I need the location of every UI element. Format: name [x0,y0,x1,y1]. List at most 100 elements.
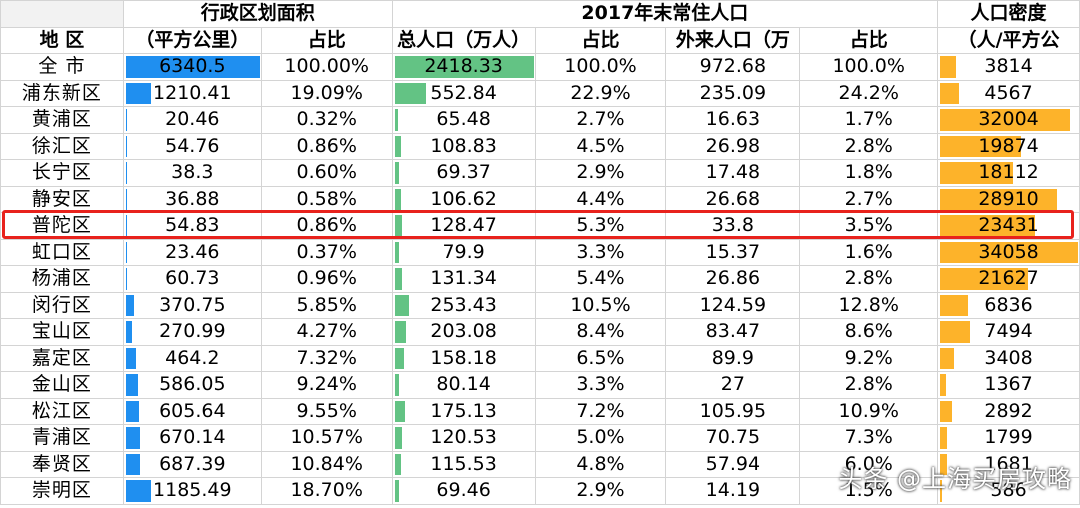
area-data-bar [125,162,127,184]
header-density-group: 人口密度 [937,0,1080,28]
migrant-share: 1.8% [844,161,893,184]
area-value-cell: 586.05 [122,371,262,399]
pop-data-bar [394,427,402,449]
pop-value-cell: 65.48 [391,106,536,134]
header-area-unit: （平方公里） [122,26,262,54]
dens-data-bar [940,215,1036,237]
density-value-cell: 7494 [937,318,1080,346]
area-share-cell: 5.85% [260,291,393,319]
density-value: 28910 [978,187,1039,210]
pop-value: 253.43 [430,293,497,316]
pop-share: 3.3% [576,240,625,263]
area-data-bar [125,109,127,131]
migrant-share-cell: 1.7% [799,106,939,134]
pop-value: 552.84 [430,81,497,104]
pop-share-cell: 6.5% [534,344,667,372]
pop-share: 8.4% [576,320,625,343]
density-value: 6836 [984,293,1033,316]
migrant-value-cell: 16.63 [665,106,801,134]
area-share-cell: 9.24% [260,371,393,399]
district-name-cell: 静安区 [0,185,124,213]
area-value-cell: 670.14 [122,424,262,452]
pop-share-cell: 4.5% [534,132,667,160]
district-name: 浦东新区 [21,81,102,104]
area-share: 19.09% [290,81,363,104]
district-name-cell: 嘉定区 [0,344,124,372]
district-name-cell: 崇明区 [0,477,124,505]
pop-share: 4.5% [576,134,625,157]
dens-data-bar [940,374,946,396]
district-name-cell: 长宁区 [0,159,124,187]
migrant-share: 2.7% [844,187,893,210]
pop-share-cell: 3.3% [534,238,667,266]
density-value-cell: 19874 [937,132,1080,160]
area-data-bar [125,188,127,210]
header-migrant-share: 占比 [799,26,939,54]
pop-value: 69.46 [436,479,491,502]
dens-data-bar [940,480,943,502]
pop-share: 22.9% [570,81,631,104]
pop-value: 120.53 [430,426,497,449]
migrant-share-cell: 100.0% [799,53,939,81]
migrant-share-cell: 1.8% [799,159,939,187]
pop-share-cell: 5.4% [534,265,667,293]
migrant-value-cell: 70.75 [665,424,801,452]
pop-share-cell: 22.9% [534,79,667,107]
district-name: 嘉定区 [31,346,92,369]
area-data-bar [125,241,127,263]
pop-share: 4.4% [576,187,625,210]
area-value-cell: 20.46 [122,106,262,134]
migrant-value-cell: 15.37 [665,238,801,266]
pop-share-cell: 5.3% [534,212,667,240]
table-row: 崇明区 1185.49 18.70% 69.46 2.9% 14.19 1.5% 586 [0,477,1080,505]
watermark-text: 头条 @上海买房攻略 [838,465,1072,493]
density-value-cell: 18112 [937,159,1080,187]
table-row: 宝山区 270.99 4.27% 203.08 8.4% 83.47 8.6% 7494 [0,318,1080,346]
table-row: 静安区 36.88 0.58% 106.62 4.4% 26.68 2.7% 28910 [0,185,1080,213]
pop-share: 2.9% [576,479,625,502]
area-data-bar [125,215,128,237]
area-share-cell: 9.55% [260,397,393,425]
area-data-bar [125,135,128,157]
header-row-1: 行政区划面积 2017年末常住人口 人口密度 [0,0,1080,28]
pop-data-bar [394,347,404,369]
area-value-cell: 54.83 [122,212,262,240]
migrant-share-cell: 2.8% [799,265,939,293]
district-name-cell: 奉贤区 [0,450,124,478]
migrant-value: 27 [720,373,745,396]
migrant-value: 105.95 [699,399,767,422]
area-share-cell: 0.60% [260,159,393,187]
migrant-share-cell: 7.3% [799,424,939,452]
district-name: 静安区 [31,187,92,210]
table-row: 松江区 605.64 9.55% 175.13 7.2% 105.95 10.9% 2892 [0,397,1080,425]
district-name-cell: 虹口区 [0,238,124,266]
migrant-value: 33.8 [711,214,754,237]
area-data-bar [125,453,141,475]
pop-value-cell: 158.18 [391,344,536,372]
watermark: 头条 @上海买房攻略 [838,459,1072,494]
area-value-cell: 270.99 [122,318,262,346]
table-row: 虹口区 23.46 0.37% 79.9 3.3% 15.37 1.6% 34058 [0,238,1080,266]
pop-share: 10.5% [570,293,631,316]
pop-data-bar [394,109,399,131]
district-name: 宝山区 [31,320,92,343]
density-value: 19874 [978,134,1039,157]
area-value: 687.39 [159,452,226,475]
dens-data-bar [940,400,952,422]
density-value: 3408 [984,346,1033,369]
density-value-cell: 34058 [937,238,1080,266]
pop-value: 69.37 [436,161,491,184]
area-share-cell: 10.84% [260,450,393,478]
area-value-cell: 23.46 [122,238,262,266]
dens-data-bar [940,453,947,475]
pop-share-cell: 2.9% [534,159,667,187]
density-value-cell: 2892 [937,397,1080,425]
pop-value-cell: 108.83 [391,132,536,160]
pop-data-bar [394,56,534,78]
district-name: 金山区 [31,373,92,396]
header-total-pop: 总人口（万人） [391,26,536,54]
migrant-value: 235.09 [699,81,767,104]
pop-share: 5.3% [576,214,625,237]
district-name: 全 市 [38,55,86,78]
density-value-cell: 1367 [937,371,1080,399]
